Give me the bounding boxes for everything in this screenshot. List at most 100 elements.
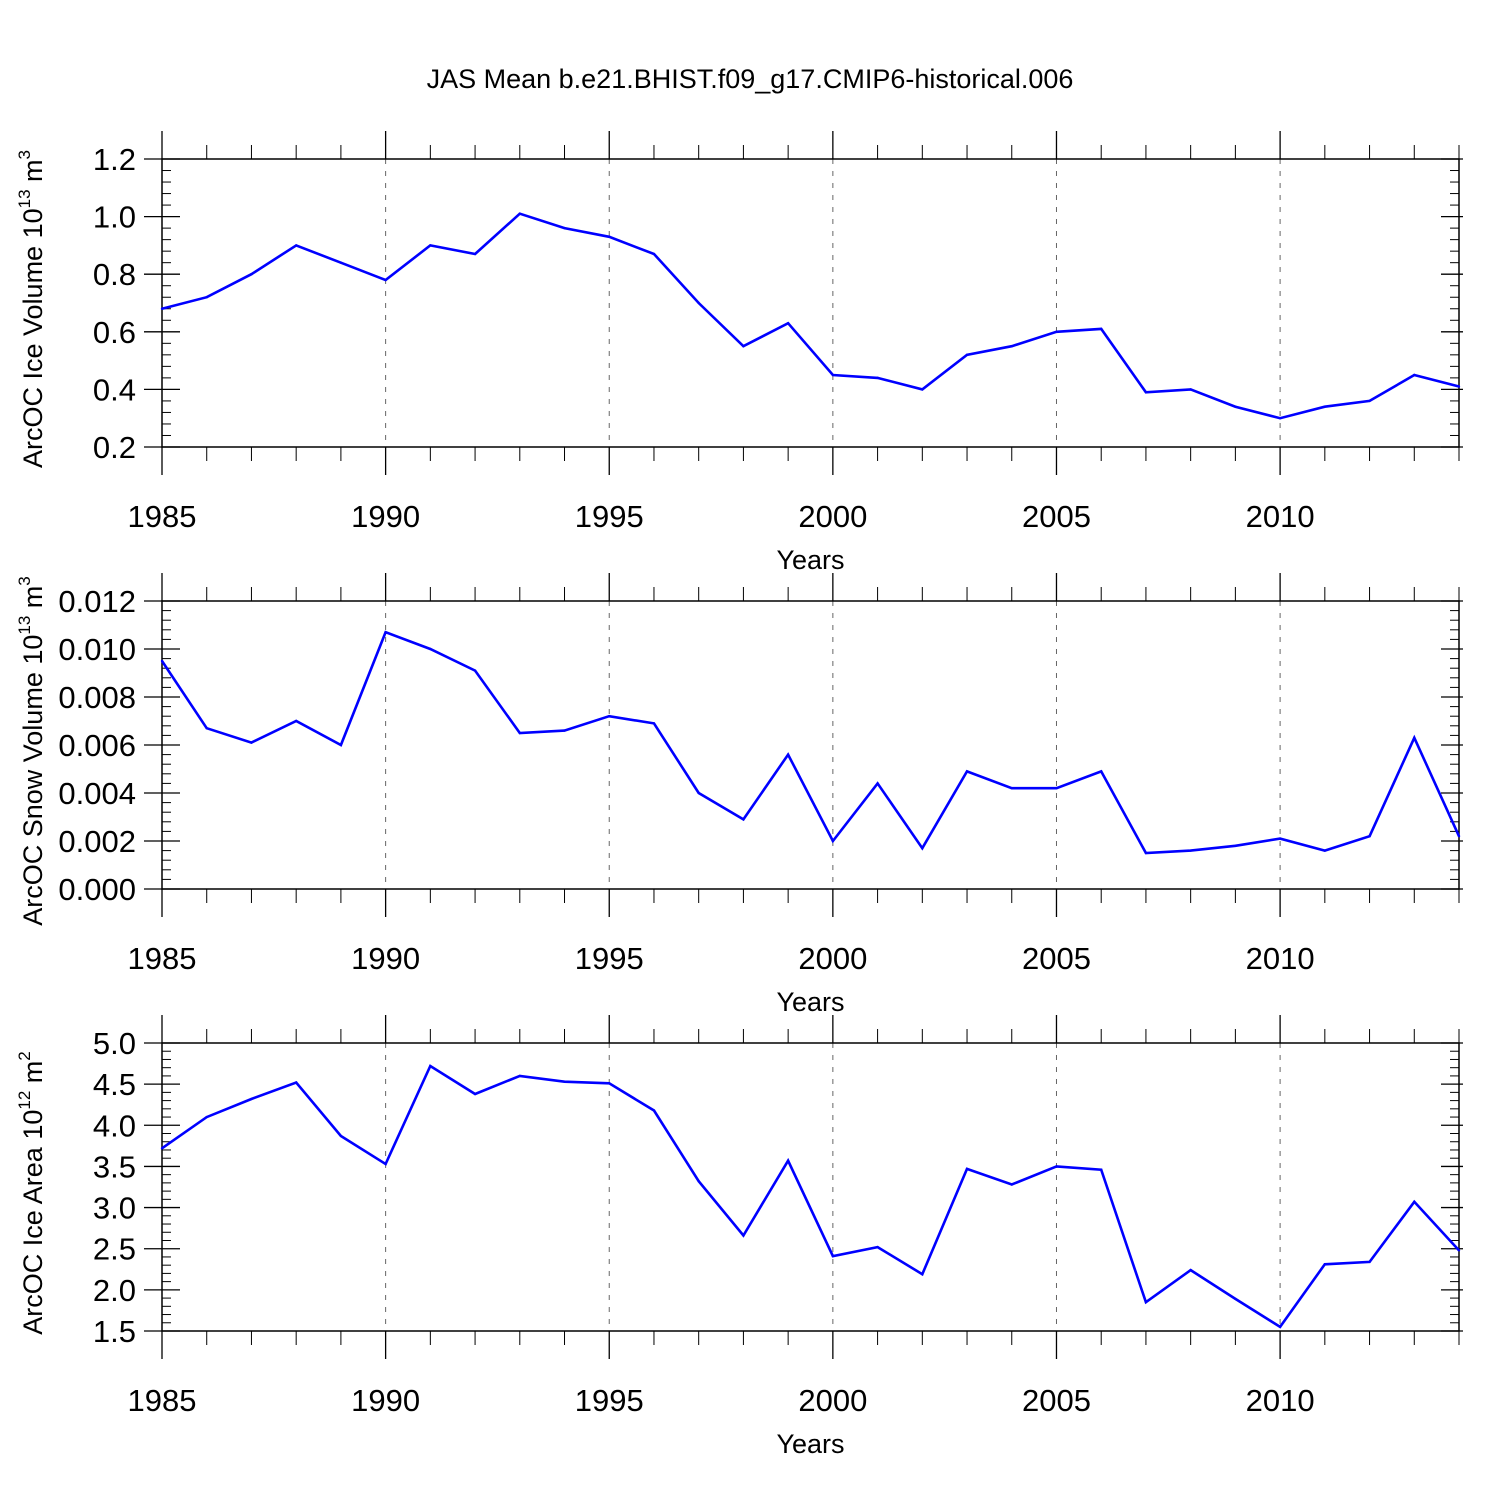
panel-1-point-2014	[1457, 385, 1461, 388]
panel-1: 1985 1990 1995 2000 2005 2010 0.2 0.4 0.6 0.8 1.0 1…	[15, 131, 1463, 575]
panel-1-point-2003	[965, 353, 969, 357]
panel-1-point-1987	[250, 273, 253, 276]
panel-1-frame	[161, 158, 1460, 448]
panel-3-point-2012	[1368, 1260, 1371, 1264]
panel-2-point-2009	[1234, 844, 1237, 847]
panel-2-point-1996	[652, 722, 656, 725]
panel-2-x-tick-label-2010: 2010	[1246, 941, 1315, 976]
panel-2-point-2008	[1189, 849, 1192, 852]
panel-3-y-tick-label-4.5: 4.5	[93, 1067, 136, 1102]
panel-1-point-2009	[1234, 405, 1237, 408]
panel-3-y-tick-label-2.0: 2.0	[93, 1273, 136, 1308]
panel-1-point-2002	[921, 388, 924, 391]
panel-1-point-2011	[1323, 405, 1327, 408]
panel-3-point-1988	[294, 1081, 298, 1084]
panel-2-series-line	[160, 630, 1461, 855]
panel-2-point-2013	[1413, 736, 1416, 739]
panel-1-point-2013	[1413, 373, 1416, 377]
panel-3: 1985 1990 1995 2000 2005 2010 1.5 2.0 2.5 3.0 3.5 4…	[15, 1015, 1463, 1459]
panel-1-point-1997	[697, 301, 700, 305]
panel-3-y-tick-label-3.0: 3.0	[93, 1191, 136, 1226]
panel-3-point-2004	[1010, 1183, 1013, 1186]
panel-2-point-1986	[205, 727, 208, 730]
panel-2-y-axis-label: ArcOC Snow Volume 1013 m3	[15, 576, 48, 926]
panel-3-point-1985	[160, 1147, 164, 1150]
panel-3-y-tick-label-1.5: 1.5	[93, 1314, 136, 1349]
panel-1-point-1998	[742, 345, 745, 348]
panel-3-y-tick-label-4.0: 4.0	[93, 1108, 136, 1143]
panel-1-y-axis-label: ArcOC Ice Volume 1013 m3	[15, 150, 48, 468]
panel-3-point-2008	[1189, 1268, 1192, 1272]
panel-3-point-2009	[1234, 1297, 1237, 1301]
panel-1-y-tick-label-0.8: 0.8	[93, 257, 136, 292]
panel-3-point-1995	[608, 1082, 611, 1085]
panel-1-y-tick-label-0.2: 0.2	[93, 430, 136, 465]
panel-1-x-tick-label-1995: 1995	[575, 499, 644, 534]
panel-2-point-1995	[608, 715, 611, 718]
panel-3-frame	[161, 1042, 1460, 1332]
panel-2-point-1998	[742, 818, 745, 821]
panel-3-point-1987	[250, 1097, 253, 1101]
panel-3-x-tick-label-1985: 1985	[128, 1383, 197, 1418]
panel-3-series-line	[161, 1064, 1460, 1329]
panel-3-point-1986	[205, 1115, 208, 1119]
panel-3-point-2005	[1055, 1165, 1058, 1168]
panel-3-point-2014	[1457, 1249, 1461, 1252]
panel-2-point-2012	[1368, 835, 1371, 838]
panel-2-point-1990	[384, 631, 387, 634]
panel-2-point-2006	[1100, 770, 1103, 773]
panel-2-x-tick-label-2000: 2000	[798, 941, 867, 976]
panel-2-point-1993	[518, 731, 521, 735]
panel-2-y-tick-label-0.012: 0.012	[58, 584, 136, 619]
panel-3-x-tick-label-1990: 1990	[351, 1383, 420, 1418]
panel-3-x-tick-label-1995: 1995	[575, 1383, 644, 1418]
panel-1-point-2007	[1144, 391, 1148, 394]
panel-1-x-tick-label-2005: 2005	[1022, 499, 1091, 534]
page-title: JAS Mean b.e21.BHIST.f09_g17.CMIP6-histo…	[426, 64, 1074, 94]
panel-3-point-2006	[1100, 1168, 1103, 1171]
panel-3-point-2001	[876, 1245, 879, 1249]
panel-1-point-1995	[608, 235, 611, 238]
panel-1-point-2006	[1100, 327, 1103, 331]
panel-3-point-2000	[831, 1254, 835, 1258]
panel-3-point-2013	[1413, 1200, 1416, 1204]
panel-3-x-tick-label-2010: 2010	[1246, 1383, 1315, 1418]
panel-2-x-tick-label-1990: 1990	[351, 941, 420, 976]
panel-3-y-tick-label-2.5: 2.5	[93, 1232, 136, 1267]
panel-2-point-1997	[697, 791, 700, 795]
panel-1-point-1988	[294, 244, 298, 247]
panel-1-point-1993	[518, 212, 521, 215]
panel-3-point-1990	[384, 1162, 387, 1166]
panel-3-point-1993	[518, 1074, 521, 1078]
panel-2: 1985 1990 1995 2000 2005 2010 0.000 0.002 0.004 0…	[15, 573, 1463, 1017]
panel-2-point-2011	[1323, 849, 1327, 852]
panel-2-point-2000	[831, 839, 835, 843]
panel-1-point-2000	[831, 373, 835, 377]
panel-2-point-1991	[429, 647, 432, 651]
panel-3-point-1998	[742, 1234, 745, 1237]
panel-3-point-2002	[921, 1273, 924, 1276]
panel-3-x-tick-label-2005: 2005	[1022, 1383, 1091, 1418]
panel-1-y-tick-label-1.0: 1.0	[93, 200, 136, 235]
panel-1-point-2008	[1189, 388, 1192, 391]
panel-3-y-tick-label-3.5: 3.5	[93, 1149, 136, 1184]
panel-2-y-tick-label-0.008: 0.008	[58, 680, 136, 715]
panel-3-point-2003	[965, 1167, 969, 1171]
panel-1-point-1992	[473, 252, 477, 256]
panel-3-point-1989	[339, 1134, 343, 1138]
panel-1-point-2010	[1278, 417, 1282, 420]
panel-1-x-axis-label: Years	[776, 545, 844, 575]
panel-3-point-1997	[697, 1180, 700, 1183]
panel-2-point-2010	[1278, 837, 1282, 840]
panel-1-x-tick-label-1990: 1990	[351, 499, 420, 534]
panel-2-point-1994	[563, 729, 566, 732]
panel-2-point-1987	[250, 741, 253, 744]
panel-1-x-tick-label-2000: 2000	[798, 499, 867, 534]
panel-2-point-1992	[473, 669, 477, 672]
panel-1-point-1996	[652, 252, 656, 256]
panel-1-point-1989	[339, 261, 343, 264]
panel-1-x-tick-label-1985: 1985	[128, 499, 197, 534]
panel-2-point-2003	[965, 770, 969, 773]
